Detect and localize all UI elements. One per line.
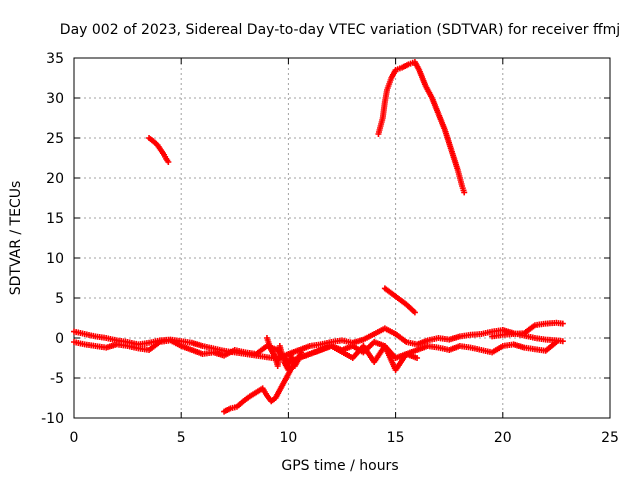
grid (74, 58, 610, 418)
y-tick-label: -10 (41, 411, 64, 427)
x-tick-label: 15 (387, 430, 405, 446)
y-tick-label: 35 (46, 51, 64, 67)
y-tick-label: 5 (55, 291, 64, 307)
x-tick-label: 5 (177, 430, 186, 446)
x-tick-label: 10 (279, 430, 297, 446)
y-tick-label: 15 (46, 211, 64, 227)
y-axis-label: SDTVAR / TECUs (8, 181, 24, 296)
data-point (559, 338, 566, 345)
data-point (414, 355, 421, 361)
plot-frame (73, 57, 611, 419)
series-disturbed (263, 335, 421, 373)
y-tick-label: 10 (46, 251, 64, 267)
series-mid-arc (381, 285, 418, 316)
y-tick-label: 0 (55, 331, 64, 347)
y-tick-label: 20 (46, 171, 64, 187)
data-point (411, 309, 418, 316)
x-tick-label: 0 (70, 430, 79, 446)
x-axis-label: GPS time / hours (281, 458, 398, 474)
y-tick-label: 25 (46, 131, 64, 147)
chart-title: Day 002 of 2023, Sidereal Day-to-day VTE… (60, 22, 620, 38)
data-point (461, 189, 468, 196)
series-high-arc (375, 59, 468, 196)
data-point (553, 339, 560, 345)
x-tick-label: 25 (601, 430, 619, 446)
y-tick-label: -5 (50, 371, 64, 387)
data-marks (71, 59, 566, 415)
y-tick-label: 30 (46, 91, 64, 107)
data-point (559, 320, 566, 327)
data-point (165, 159, 172, 165)
series-early-arc (146, 135, 172, 165)
tick-labels: 0 5 10 15 20 25 -10 -5 0 5 10 15 20 25 30 35 (41, 51, 619, 446)
series-baseline-c (489, 319, 566, 340)
axis-ticks (73, 57, 611, 419)
series-baseline-a (71, 325, 566, 362)
x-tick-label: 20 (494, 430, 512, 446)
